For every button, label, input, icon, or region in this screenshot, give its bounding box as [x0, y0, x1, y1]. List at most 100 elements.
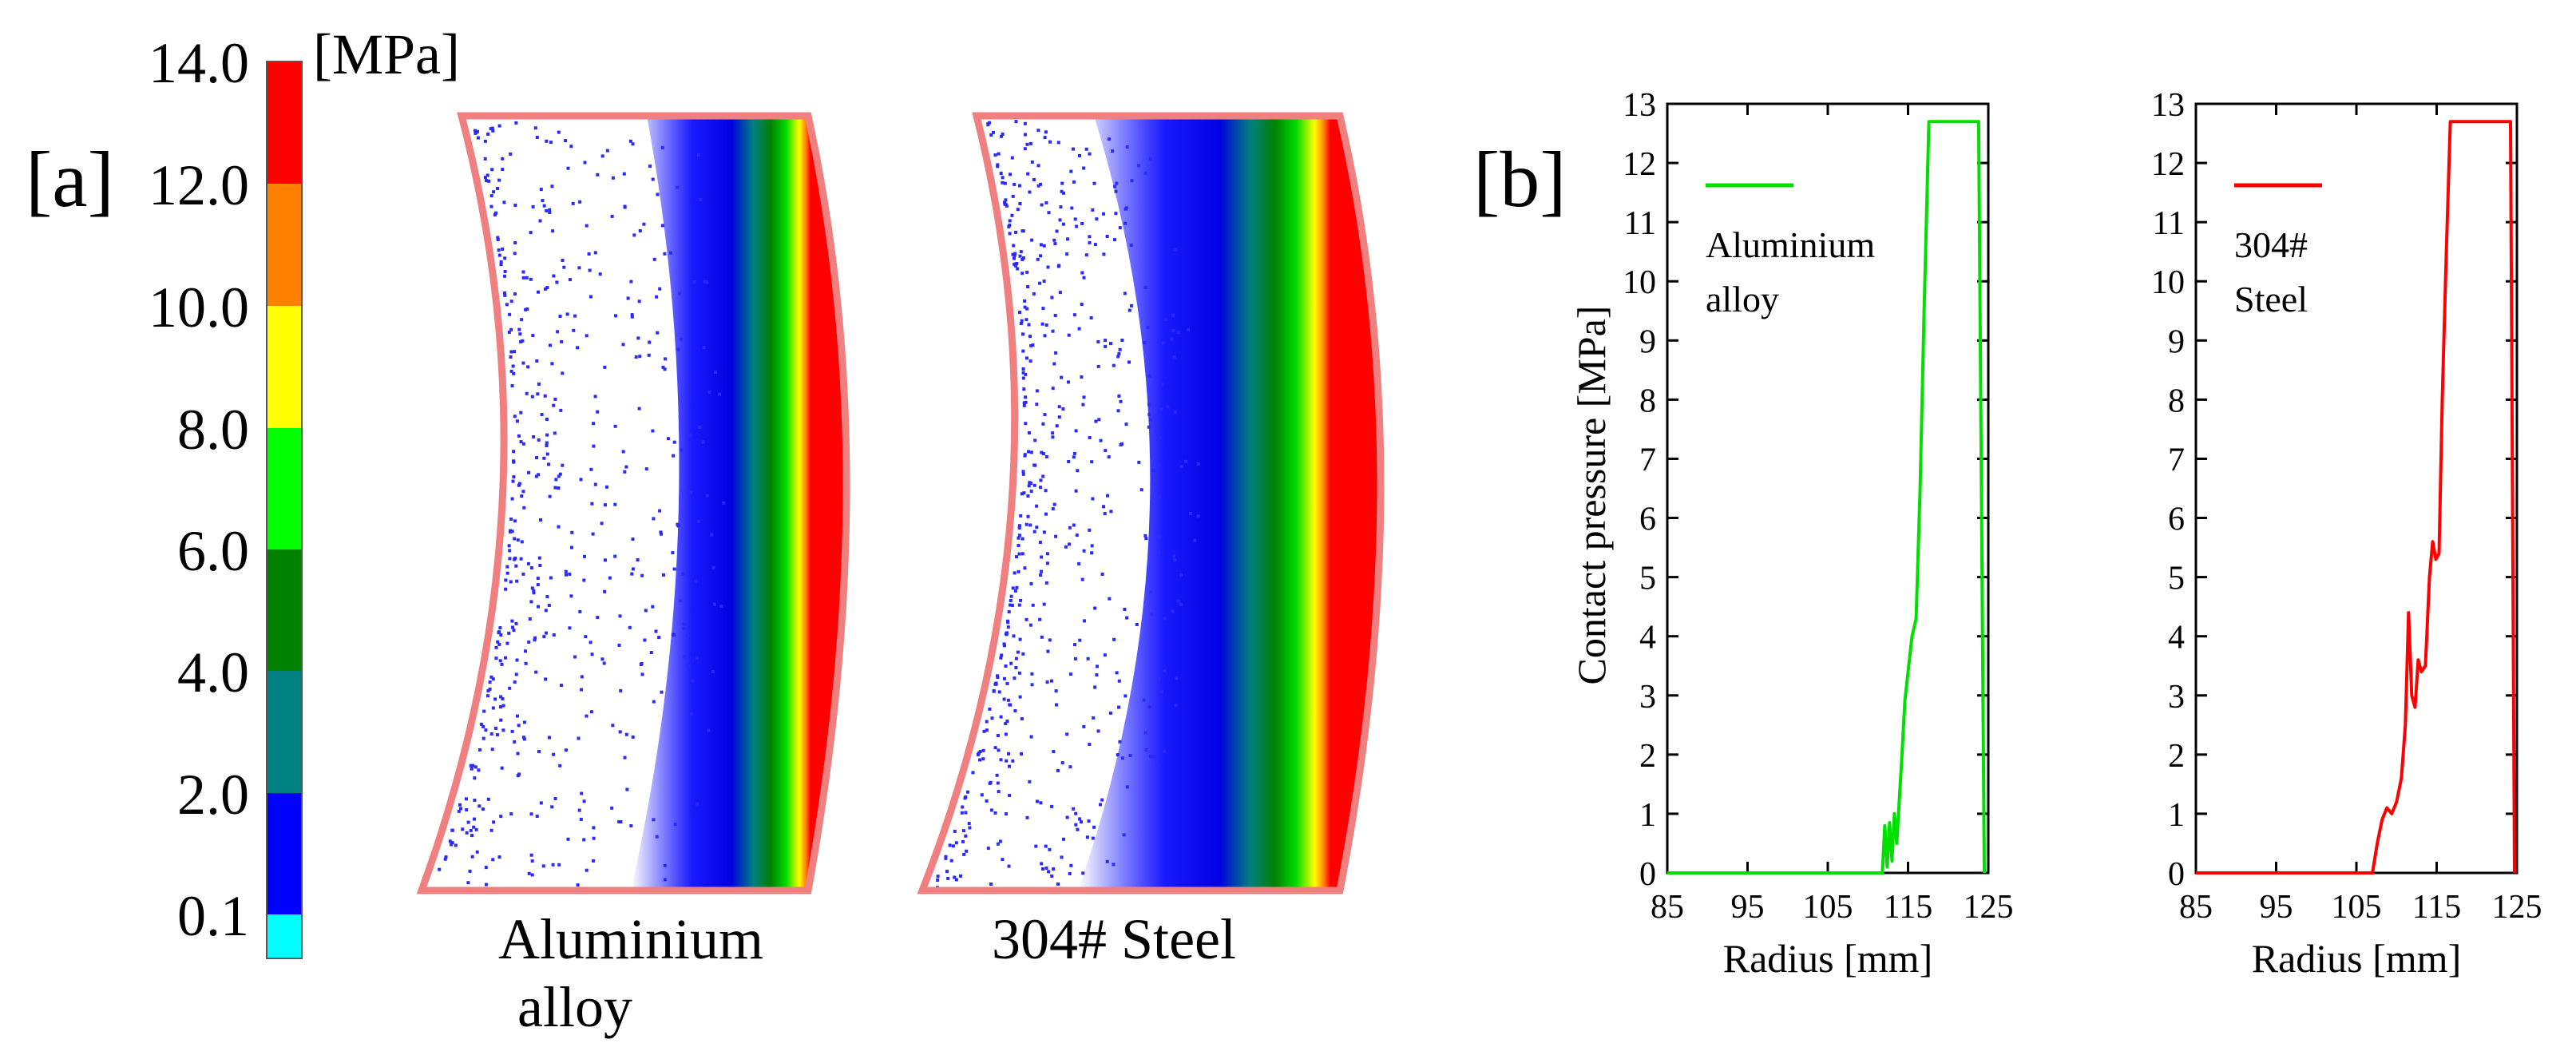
stress-dot [524, 307, 528, 311]
stress-dot [1117, 351, 1121, 355]
stress-dot [710, 533, 714, 537]
stress-dot [545, 433, 549, 437]
stress-dot [1073, 656, 1077, 660]
stress-dot [510, 729, 514, 733]
stress-dot [544, 677, 548, 681]
stress-dot [1116, 753, 1120, 757]
stress-dot [1020, 319, 1024, 323]
stress-dot [530, 586, 534, 590]
stress-dot [1125, 145, 1129, 149]
stress-dot [1008, 794, 1012, 797]
stress-dot [1113, 238, 1116, 242]
stress-dot [1014, 656, 1018, 660]
stress-dot [1030, 672, 1034, 676]
stress-dot [1112, 863, 1116, 867]
stress-dot [492, 820, 496, 824]
stress-dot [496, 238, 500, 241]
stress-dot [1039, 254, 1043, 258]
stress-dot [1171, 329, 1175, 332]
stress-dot [504, 656, 507, 660]
stress-dot [980, 793, 984, 797]
stress-dot [499, 260, 503, 264]
stress-dot [1009, 703, 1013, 707]
stress-dot [1023, 454, 1027, 458]
stress-dot [585, 224, 589, 228]
stress-dot [951, 844, 955, 848]
stress-dot [1028, 623, 1032, 627]
stress-dot [473, 817, 476, 821]
stress-dot [966, 790, 969, 794]
stress-dot [1067, 380, 1070, 384]
stress-dot [638, 229, 642, 232]
stress-dot [621, 343, 625, 347]
stress-dot [691, 679, 695, 683]
stress-dot [1020, 552, 1024, 556]
stress-dot [1124, 422, 1128, 426]
stress-dot [513, 252, 517, 256]
stress-dot [512, 629, 516, 633]
stress-dot [1176, 331, 1180, 335]
stress-dot [1109, 510, 1113, 514]
stress-dot [604, 503, 607, 507]
stress-dot [1082, 724, 1086, 728]
stress-dot [589, 710, 593, 714]
stress-dot [1064, 545, 1068, 549]
stress-dot [527, 470, 531, 474]
stress-dot [672, 454, 676, 458]
stress-dot [573, 655, 577, 659]
stress-dot [590, 502, 594, 506]
stress-dot [689, 712, 693, 716]
stress-dot [1057, 415, 1061, 419]
stress-dot [521, 572, 525, 576]
stress-dot [1042, 602, 1046, 606]
stress-dot [525, 276, 529, 280]
stress-dot [1082, 166, 1086, 170]
stress-dot [569, 278, 572, 282]
stress-dot [1025, 356, 1028, 360]
stress-dot [529, 853, 533, 857]
stress-dot [1100, 573, 1104, 576]
stress-dot [508, 312, 512, 316]
stress-dot [486, 133, 490, 136]
stress-dot [1017, 603, 1021, 607]
stress-map-aluminium: Aluminium alloy [416, 112, 850, 1039]
stress-dot [1107, 455, 1111, 459]
stress-dot [517, 724, 521, 728]
stress-dot [1024, 617, 1028, 621]
stress-dot [611, 176, 615, 180]
stress-dot [547, 462, 550, 466]
stress-dot [1006, 625, 1010, 629]
stress-dot [498, 705, 502, 709]
stress-dot [1096, 340, 1100, 343]
stress-dot [489, 675, 493, 679]
stress-dot [1107, 137, 1111, 141]
stress-dot [671, 551, 675, 555]
stress-dot [553, 486, 557, 490]
stress-dot [989, 883, 993, 886]
stress-dot [622, 172, 626, 176]
stress-dot [1020, 537, 1024, 541]
stress-dot [1044, 844, 1048, 848]
stress-dot [509, 518, 513, 521]
stress-dot [565, 573, 568, 577]
stress-dot [640, 573, 644, 577]
stress-dot [658, 287, 662, 291]
stress-dot [676, 524, 680, 528]
stress-dot [448, 839, 452, 843]
stress-dot [1020, 492, 1024, 496]
stress-dot [561, 259, 565, 262]
stress-dot [1130, 179, 1134, 183]
stress-dot [1014, 264, 1017, 268]
stress-dot [1097, 418, 1101, 422]
stress-dot [1039, 486, 1042, 490]
stress-dot [589, 467, 593, 471]
stress-dot [541, 864, 545, 868]
stress-dot [509, 152, 513, 156]
stress-dot [703, 280, 707, 284]
stress-dot [592, 444, 596, 448]
stress-dot [968, 826, 972, 830]
stress-dot [654, 629, 658, 633]
stress-dot [636, 558, 640, 561]
y-tick-label: 1 [2168, 797, 2185, 834]
stress-dot [679, 337, 683, 341]
